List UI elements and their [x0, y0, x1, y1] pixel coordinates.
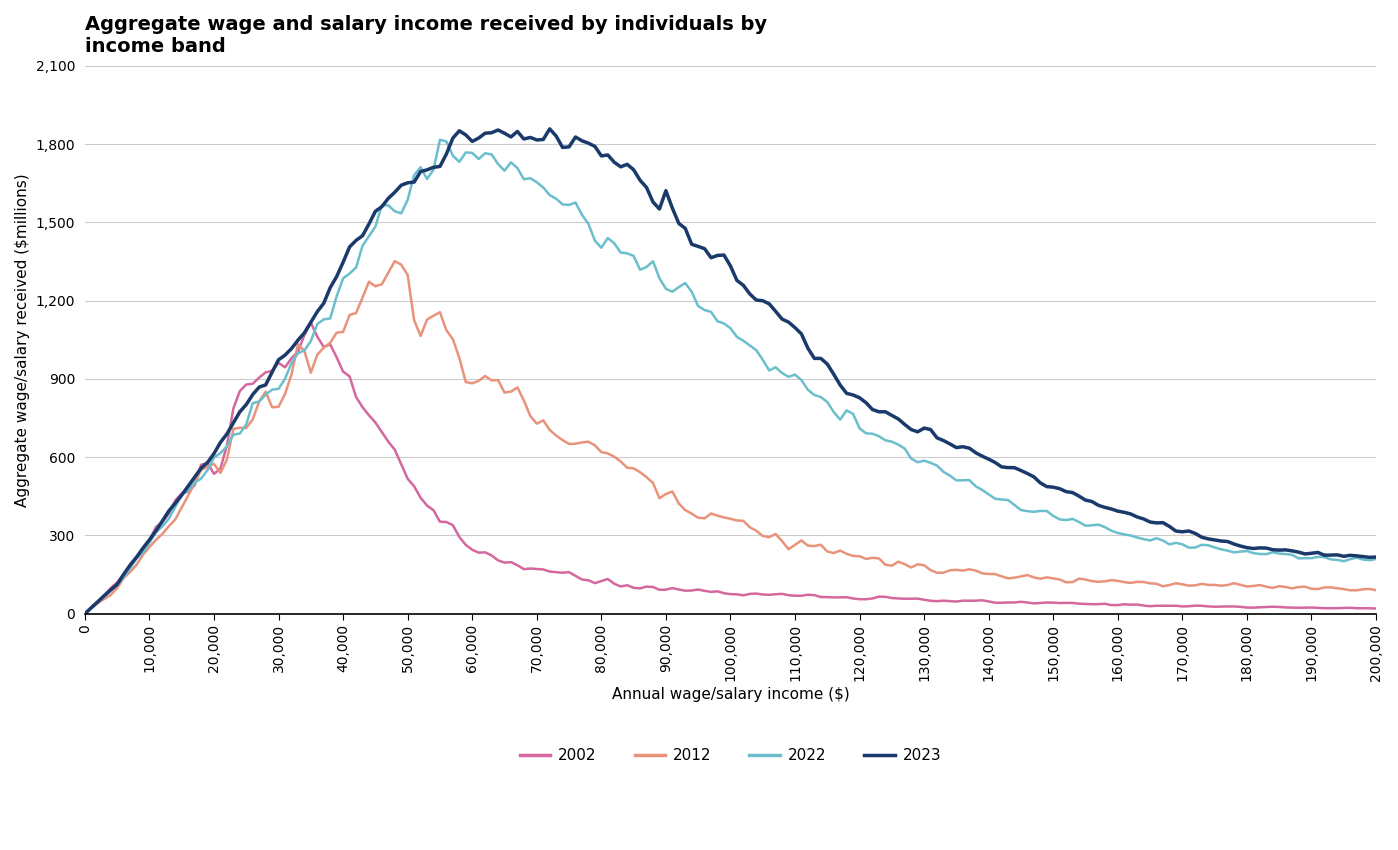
2022	[193, 473, 210, 484]
2012	[77, 609, 94, 619]
2002	[82, 602, 99, 612]
2022	[77, 609, 94, 619]
2022	[432, 134, 449, 145]
2002	[302, 318, 319, 328]
2022	[1367, 554, 1384, 564]
2023	[82, 603, 99, 613]
2002	[193, 460, 210, 470]
2002	[1264, 602, 1281, 612]
2022	[554, 200, 570, 210]
2002	[554, 568, 570, 578]
2022	[625, 251, 642, 261]
2023	[554, 142, 570, 152]
2012	[193, 465, 210, 475]
Line: 2012: 2012	[85, 261, 1376, 614]
X-axis label: Annual wage/salary income ($): Annual wage/salary income ($)	[611, 687, 850, 702]
2023	[541, 124, 558, 134]
2022	[1264, 547, 1281, 558]
2012	[82, 604, 99, 614]
2002	[780, 590, 797, 600]
Line: 2022: 2022	[85, 139, 1376, 614]
Y-axis label: Aggregate wage/salary received ($millions): Aggregate wage/salary received ($million…	[15, 173, 29, 507]
2023	[780, 317, 797, 327]
Line: 2023: 2023	[85, 129, 1376, 614]
Text: Aggregate wage and salary income received by individuals by
income band: Aggregate wage and salary income receive…	[85, 15, 768, 56]
2022	[780, 371, 797, 382]
Line: 2002: 2002	[85, 323, 1376, 614]
2022	[82, 603, 99, 613]
2012	[625, 463, 642, 473]
2023	[1367, 552, 1384, 562]
2002	[1367, 604, 1384, 614]
2023	[1264, 545, 1281, 555]
2023	[193, 463, 210, 473]
2012	[780, 544, 797, 554]
2002	[77, 609, 94, 619]
2012	[554, 435, 570, 445]
2023	[77, 609, 94, 619]
2012	[1264, 583, 1281, 593]
2012	[386, 256, 403, 266]
2023	[625, 165, 642, 175]
2002	[625, 582, 642, 592]
Legend: 2002, 2012, 2022, 2023: 2002, 2012, 2022, 2023	[513, 742, 948, 769]
2012	[1367, 585, 1384, 595]
